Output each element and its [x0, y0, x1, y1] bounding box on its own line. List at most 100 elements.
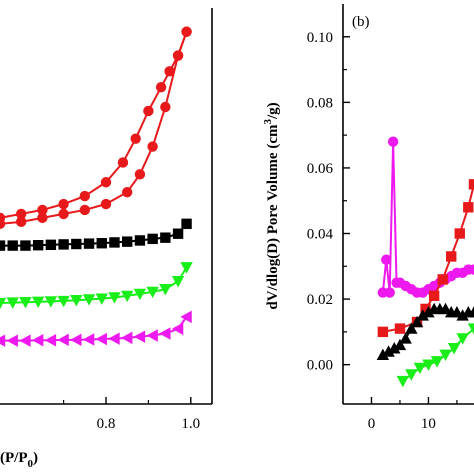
panel-a-series-2-point-14: [172, 228, 184, 239]
panel-a-series-0-line: [0, 31, 188, 225]
panel-b-series-1-point-9: [468, 179, 474, 190]
panel-a-series-3-point-2: [19, 297, 32, 309]
panel-a-series-2-point-7: [83, 238, 95, 249]
panel-a-series-2-point-13: [160, 232, 171, 243]
panel-a-series-3-point-8: [95, 293, 108, 305]
panel-a-series-1-line: [0, 31, 188, 219]
panel-a-series-3-point-0: [0, 297, 7, 310]
panel-a-series-3-point-6: [70, 295, 83, 307]
panel-a-series-2-point-8: [96, 238, 107, 249]
panel-a-series-4-point-15: [180, 310, 192, 324]
panel-b-y-tick-label: 0.02: [307, 292, 333, 308]
panel-a-x-tick-label: 1.0: [181, 416, 200, 432]
panel-a-series-1-point-9: [155, 82, 167, 93]
panel-a-series-0-point-9: [160, 101, 171, 113]
panel-a-series-3-point-12: [146, 286, 159, 299]
panel-a-series-4-point-14: [171, 322, 184, 335]
panel-a-series-2-point-12: [147, 233, 158, 245]
panel-a-series-4-point-3: [31, 334, 44, 347]
panel-b-ticks: 0.10 0.08 0.06 0.04 0.02 0.00 0 10: [307, 30, 458, 432]
panel-a-series-2-point-1: [7, 240, 18, 251]
panel-a-series-4-point-4: [44, 334, 57, 347]
panel-a-series-3-line: [0, 266, 188, 305]
panel-a-series-4-point-13: [159, 327, 171, 340]
panel-b-y-tick-label: 0.10: [307, 30, 333, 46]
panel-a-series-3-point-13: [159, 283, 172, 296]
panel-a-series-1-point-1: [16, 208, 27, 220]
panel-a-series-4-line: [0, 316, 188, 342]
panel-a-series-4-point-7: [82, 333, 95, 346]
panel-b-y-tick-label: 0.00: [307, 358, 333, 374]
panel-a-x-tick-label: 0.8: [97, 416, 116, 432]
panel-a-series-2-point-4: [45, 239, 57, 251]
panel-b-series-3-point-4: [430, 356, 444, 368]
panel-b-y-tick-label: 0.06: [307, 161, 334, 177]
panel-a-series-3-point-3: [31, 296, 45, 309]
panel-b-series-1-point-3: [420, 303, 431, 315]
panel-a-series-4-point-5: [57, 333, 69, 347]
panel-a-series-1-point-8: [143, 105, 154, 117]
panel-a-series-3-point-1: [6, 297, 19, 309]
panel-a-series-2-point-5: [58, 239, 69, 250]
panel-a-series-3-point-5: [57, 295, 70, 308]
panel-b-series-3-point-6: [447, 343, 461, 355]
panel-b-series-1-point-1: [394, 323, 406, 334]
panel-b-series-1-point-7: [454, 228, 465, 239]
panel-a-series-3-point-9: [108, 292, 121, 304]
panel-b-x-tick-label: 0: [368, 416, 376, 432]
panel-a-series-0-point-3: [58, 208, 69, 220]
panel-b-series-2-point-16: [467, 305, 474, 318]
panel-b-series-0-point-2: [384, 287, 395, 298]
panel-a-series-1-point-10: [164, 66, 175, 77]
panel-a-series-2-point-6: [71, 238, 82, 250]
panel-b-series-3-point-5: [439, 349, 452, 362]
panel-b-series-1-point-4: [428, 290, 440, 302]
panel-a-series-1-point-6: [117, 157, 129, 168]
panel-a-series-4-point-1: [6, 334, 18, 347]
panel-b-series-0-point-1: [381, 254, 392, 265]
panel-a-series-1-point-11: [172, 50, 184, 61]
panel-b-series-0-point-18: [468, 264, 474, 275]
panel-b-series-3-point-3: [422, 359, 435, 371]
panel-a-x-ticks: 0.8 1.0: [62, 397, 200, 432]
panel-b-y-axis-title: dV/dlog(D) Pore Volume (cm3/g): [262, 102, 281, 309]
panel-b-plot-area: [376, 136, 474, 388]
panel-a-series-3-point-7: [82, 294, 96, 306]
panel-a-series-4-point-2: [19, 334, 31, 347]
panel-b-series-1-point-5: [437, 274, 448, 285]
panel-b-series-3-point-8: [467, 323, 474, 335]
panel-a-series-1-point-7: [130, 133, 141, 144]
panel-a-series-0-point-8: [147, 141, 158, 152]
panel-a-series-4-point-8: [95, 332, 107, 346]
panel-b-series-0-point-3: [387, 136, 399, 147]
panel-b-series-1-point-6: [446, 251, 457, 262]
panel-a-series-4-point-12: [146, 329, 158, 342]
panel-b-series-3-point-2: [413, 362, 427, 375]
panel-a-series-2-point-15: [181, 218, 192, 230]
panel-a-x-axis-title: (P/P0): [0, 450, 38, 470]
panel-a-series-4-point-11: [133, 330, 146, 343]
panel-a-series-3-point-14: [171, 276, 185, 288]
panel-b-series-2-point-4: [399, 332, 412, 344]
panel-a-series-3-point-4: [44, 296, 58, 308]
panel-b-series-1-point-0: [377, 326, 389, 338]
panel-a-series-1-point-5: [100, 177, 112, 188]
panel-a-series-4-point-0: [0, 334, 6, 347]
panel-a-series-3-point-15: [180, 262, 193, 274]
panel-a-series-2-line: [0, 223, 188, 247]
panel-b-series-2-point-5: [405, 322, 418, 334]
panel-a-series-2-point-9: [109, 237, 120, 248]
panel-a-series-2-point-11: [134, 235, 146, 246]
panel-a: 0.8 1.0 (P/P0): [0, 8, 213, 470]
panel-a-series-4-point-9: [108, 332, 120, 345]
panel-b-series-2-point-6: [410, 315, 424, 328]
panel-a-series-0-point-1: [16, 216, 27, 228]
panel-a-series-1-point-0: [0, 212, 6, 224]
panel-a-series-0-point-5: [100, 198, 112, 210]
panel-a-series-0-point-7: [134, 169, 146, 180]
panel-b-series-1-point-8: [463, 202, 474, 213]
panel-b: 0.10 0.08 0.06 0.04 0.02 0.00 0 10 (b) dV/dlog(…: [262, 4, 474, 432]
panel-b-x-tick-label: 10: [421, 416, 436, 432]
panel-a-series-4-point-10: [121, 331, 133, 345]
panel-b-series-2-point-8: [422, 305, 435, 318]
